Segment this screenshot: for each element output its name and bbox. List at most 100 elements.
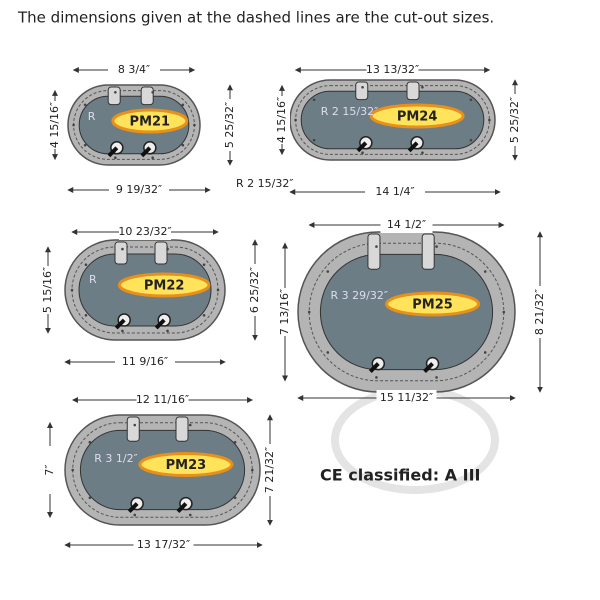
screw: [216, 288, 220, 292]
hinge: [421, 233, 435, 270]
label-bg: [42, 446, 58, 494]
screw: [483, 270, 487, 273]
screw: [84, 263, 88, 267]
bottom-dimension: 14 1/4″: [375, 185, 414, 198]
hinge: [406, 81, 420, 101]
screw: [114, 90, 117, 94]
right-dimension: 5 25/32″: [223, 102, 236, 148]
latch-handle: [407, 141, 419, 153]
radius-label: R 2 15/32″: [321, 105, 378, 118]
screw: [251, 468, 254, 472]
radius-label: R 3 1/2″: [94, 452, 137, 465]
top-dimension: 8 3/4″: [118, 63, 150, 76]
hinge: [154, 241, 168, 265]
left-dimension: 7″: [43, 464, 56, 475]
screw: [326, 351, 330, 354]
latch-handle: [176, 502, 188, 514]
screw: [233, 440, 237, 444]
portlight: PM22 R: [64, 239, 226, 341]
portlight: PM25 R 3 29/32″: [297, 231, 516, 393]
model-badge: [369, 103, 465, 129]
label-bg: [274, 96, 290, 144]
right-dimension: 6 25/32″: [248, 267, 261, 313]
screw: [483, 351, 487, 354]
screw: [166, 329, 169, 333]
model-name: PM22: [144, 279, 185, 294]
label-bg: [277, 288, 293, 336]
screw: [71, 468, 74, 472]
portlight: PM21 R R 2 15/32″: [67, 84, 293, 190]
radius-label: R: [89, 273, 97, 286]
screw: [202, 263, 206, 267]
portlight: PM23 R 3 1/2″: [64, 414, 261, 526]
label-bg: [365, 184, 425, 200]
screw: [435, 245, 438, 248]
model-badge: [111, 108, 189, 134]
screw: [421, 151, 424, 155]
screw: [233, 496, 237, 500]
left-dimension: 5 15/16″: [41, 267, 54, 313]
screw: [181, 103, 185, 107]
hinge: [126, 416, 140, 442]
right-dimension: 5 25/32″: [508, 97, 521, 143]
screw: [70, 288, 74, 292]
label-bg: [136, 392, 189, 408]
screw: [502, 310, 506, 314]
bottom-dimension: 9 19/32″: [116, 183, 162, 196]
bottom-dimension: 13 17/32″: [137, 538, 190, 551]
screw: [133, 423, 137, 427]
right-dimension: 8 21/32″: [533, 289, 546, 335]
screw: [181, 143, 185, 147]
top-dimension: 12 11/16″: [136, 393, 189, 406]
heading: The dimensions given at the dashed lines…: [17, 9, 494, 27]
screw: [121, 329, 124, 333]
screw: [361, 85, 364, 89]
screw: [361, 151, 364, 155]
model-badge: [117, 272, 211, 298]
model-badge: [385, 291, 481, 317]
screw: [307, 310, 311, 314]
screw: [312, 98, 316, 102]
radius-label: R 3 29/32″: [331, 289, 388, 302]
label-bg: [366, 62, 419, 78]
label-bg: [119, 224, 171, 240]
screw: [193, 123, 196, 127]
screw: [488, 118, 491, 122]
model-badge: [138, 452, 234, 477]
latch-handle: [127, 502, 139, 514]
label-bg: [133, 537, 194, 553]
screw: [88, 440, 92, 444]
classification: CE classified: A III: [320, 466, 480, 485]
screw: [151, 156, 154, 160]
left-dimension: 4 15/16″: [48, 102, 61, 148]
model-name: PM23: [166, 458, 207, 473]
hinge: [114, 241, 128, 265]
model-name: PM24: [397, 110, 438, 125]
left-dimension: 4 15/16″: [275, 97, 288, 143]
screw: [312, 138, 316, 142]
top-dimension: 10 23/32″: [118, 225, 171, 238]
screw: [83, 143, 87, 147]
screw: [375, 245, 378, 248]
top-dimension: 13 13/32″: [366, 63, 419, 76]
screw: [151, 90, 154, 94]
latch-handle: [154, 318, 166, 330]
screw: [166, 247, 169, 251]
label-bg: [222, 99, 238, 151]
bottom-dimension: 11 9/16″: [122, 355, 168, 368]
hinge: [367, 233, 381, 270]
radius-note: R 2 15/32″: [236, 177, 293, 190]
screw: [435, 376, 438, 379]
portlight: PM24 R 2 15/32″: [289, 79, 496, 161]
top-dimension: 14 1/2″: [387, 218, 426, 231]
radius-label: R: [88, 110, 96, 123]
latch-handle: [107, 146, 119, 158]
screw: [88, 496, 92, 500]
screw: [133, 513, 137, 517]
screw: [294, 118, 297, 122]
screw: [84, 313, 88, 317]
latch-handle: [423, 362, 434, 374]
label-bg: [47, 101, 63, 149]
model-name: PM25: [412, 298, 453, 313]
